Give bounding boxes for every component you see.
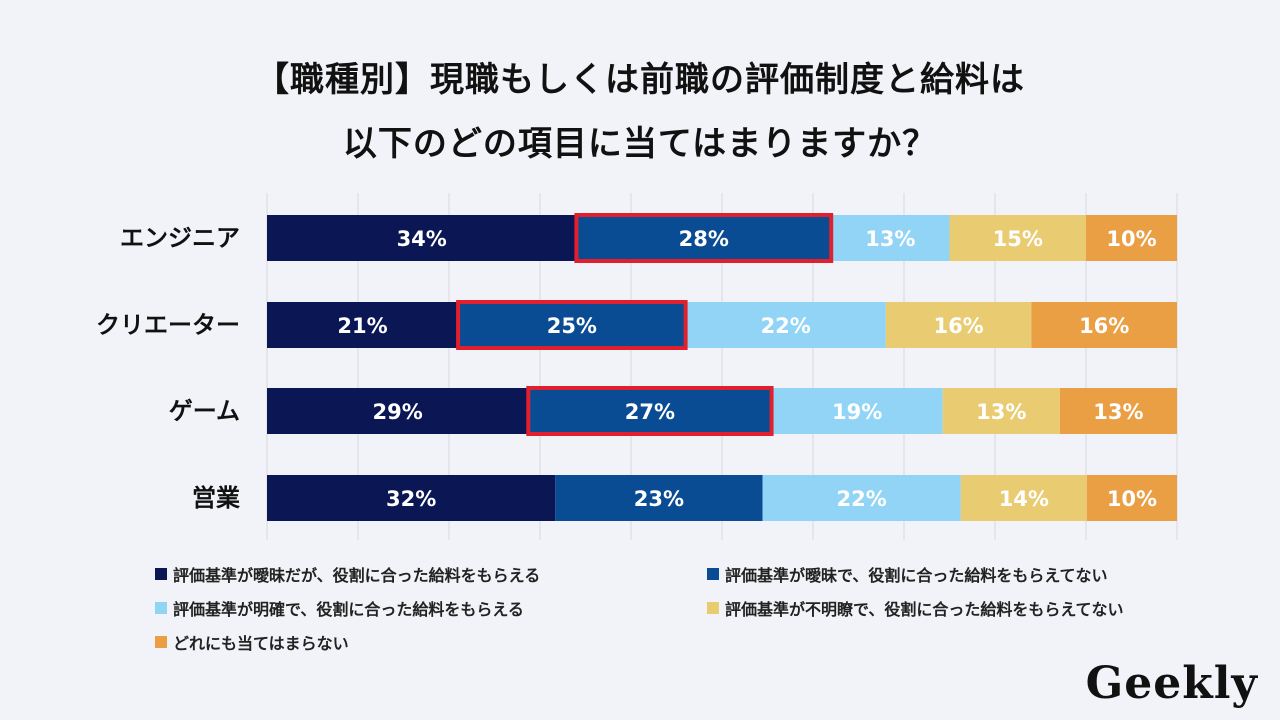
data-label: 28% — [679, 227, 729, 251]
bar-segment — [267, 388, 529, 434]
chart-title-line1: 【職種別】現職もしくは前職の評価制度と給料は — [255, 60, 1025, 100]
bar-segment — [831, 215, 950, 261]
bar-segment — [1086, 215, 1177, 261]
data-label: 16% — [1079, 314, 1129, 338]
legend-swatch-2 — [155, 602, 167, 614]
data-label: 27% — [625, 400, 675, 424]
data-label: 32% — [386, 487, 436, 511]
bar-segment — [1031, 302, 1177, 348]
bar-segment — [458, 302, 686, 348]
data-label: 16% — [933, 314, 983, 338]
bar-segment — [685, 302, 886, 348]
bar-segment — [267, 215, 577, 261]
data-label: 22% — [761, 314, 811, 338]
bar-segment — [942, 388, 1060, 434]
data-label: 25% — [547, 314, 597, 338]
bar-segment — [1086, 475, 1177, 521]
geekly-logo: Geekly — [1085, 658, 1258, 709]
bar-segment — [555, 475, 763, 521]
data-label: 19% — [832, 400, 882, 424]
legend-swatch-4 — [155, 636, 167, 648]
bar-segment — [771, 388, 943, 434]
data-label: 13% — [976, 400, 1026, 424]
data-label: 13% — [1093, 400, 1143, 424]
data-label: 13% — [865, 227, 915, 251]
data-label: 14% — [999, 487, 1049, 511]
legend-item-0: 評価基準が曖昧だが、役割に合った給料をもらえる — [155, 562, 540, 586]
bar-segment — [528, 388, 772, 434]
data-label: 23% — [634, 487, 684, 511]
bar-segment — [960, 475, 1087, 521]
legend-label-2: 評価基準が明確で、役割に合った給料をもらえる — [173, 600, 524, 619]
highlight-box — [456, 300, 688, 350]
data-label: 15% — [993, 227, 1043, 251]
category-label: 営業 — [192, 484, 240, 512]
data-label: 21% — [337, 314, 387, 338]
bar-segment — [267, 302, 459, 348]
legend-swatch-3 — [707, 602, 719, 614]
category-label: エンジニア — [120, 224, 240, 252]
data-label: 22% — [837, 487, 887, 511]
bar-segment — [1059, 388, 1177, 434]
bar-segment — [885, 302, 1032, 348]
bar-segment — [762, 475, 961, 521]
legend-item-2: 評価基準が明確で、役割に合った給料をもらえる — [155, 596, 524, 620]
data-label: 29% — [373, 400, 423, 424]
category-label: ゲーム — [169, 397, 240, 425]
legend-label-0: 評価基準が曖昧だが、役割に合った給料をもらえる — [173, 566, 541, 585]
data-label: 10% — [1106, 227, 1156, 251]
legend-item-3: 評価基準が不明瞭で、役割に合った給料をもらえてない — [707, 596, 1124, 620]
bar-segment — [267, 475, 556, 521]
highlight-box — [574, 213, 834, 263]
legend-label-3: 評価基準が不明瞭で、役割に合った給料をもらえてない — [725, 600, 1124, 619]
bar-segment — [576, 215, 832, 261]
data-label: 34% — [397, 227, 447, 251]
bar-segment — [949, 215, 1086, 261]
chart-title-line2: 以下のどの項目に当てはまりますか？ — [342, 124, 938, 164]
highlight-box — [526, 386, 774, 436]
legend-swatch-0 — [155, 568, 167, 580]
legend-swatch-1 — [707, 568, 719, 580]
legend-label-4: どれにも当てはまらない — [173, 634, 349, 653]
legend-item-1: 評価基準が曖昧で、役割に合った給料をもらえてない — [707, 562, 1108, 586]
data-label: 10% — [1107, 487, 1157, 511]
legend-item-4: どれにも当てはまらない — [155, 630, 349, 654]
legend-label-1: 評価基準が曖昧で、役割に合った給料をもらえてない — [725, 566, 1108, 585]
category-label: クリエーター — [96, 311, 240, 339]
